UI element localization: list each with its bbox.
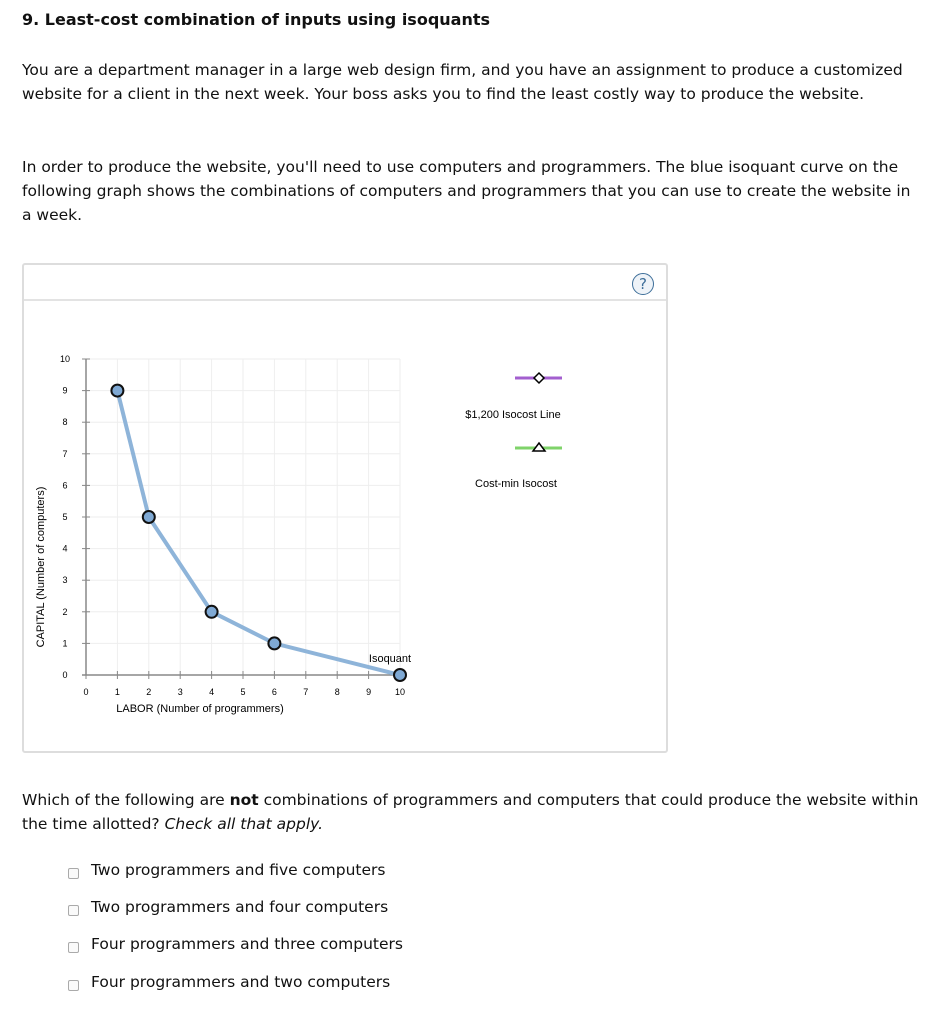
y-axis-label: CAPITAL (Number of computers) [35,487,47,648]
triangle-marker-icon [531,441,547,452]
y-tick-label: 1 [62,638,67,648]
x-tick-label: 6 [272,687,277,697]
y-tick-label: 8 [62,417,67,427]
question-title: 9. Least-cost combination of inputs usin… [22,10,491,29]
panel-header-divider [24,299,666,301]
isoquant-point [267,636,282,651]
diamond-marker-icon [532,371,546,385]
checkbox[interactable] [68,941,79,953]
option-3[interactable]: Four programmers and three computers [68,935,403,953]
y-tick-label: 5 [62,512,67,522]
isoquant-point [141,510,156,524]
legend-label-costmin: Cost-min Isocost [475,478,557,490]
option-1[interactable]: Two programmers and five computers [68,861,385,879]
checkbox[interactable] [68,979,79,991]
isoquant-point [393,668,407,682]
isoquant-point [204,604,219,619]
help-icon[interactable]: ? [632,273,654,295]
x-axis-label: LABOR (Number of programmers) [116,703,284,715]
x-tick-label: 3 [178,687,183,697]
x-tick-label: 2 [146,687,151,697]
x-tick-label: 8 [335,687,340,697]
x-tick-label: 9 [366,687,371,697]
y-tick-label: 2 [62,607,67,617]
y-tick-label: 0 [62,670,67,680]
x-tick-label: 5 [240,687,245,697]
x-tick-label: 7 [303,687,308,697]
checkbox[interactable] [68,904,79,916]
y-tick-label: 4 [62,544,67,554]
y-tick-label: 10 [60,354,70,364]
x-tick-label: 1 [115,687,120,697]
question-text: Which of the following are not combinati… [22,791,919,833]
x-tick-label: 4 [209,687,214,697]
graph-panel: ? [22,263,668,753]
intro-paragraph: You are a department manager in a large … [22,61,903,103]
y-tick-label: 7 [62,449,67,459]
x-tick-label: 0 [83,687,88,697]
context-paragraph: In order to produce the website, you'll … [22,158,911,224]
legend-label-isocost: $1,200 Isocost Line [465,409,560,421]
isoquant-point [110,383,125,398]
option-2[interactable]: Two programmers and four computers [68,898,388,916]
checkbox[interactable] [68,867,79,879]
y-tick-label: 9 [62,386,67,396]
option-4[interactable]: Four programmers and two computers [68,973,390,991]
series-label: Isoquant [369,653,411,665]
y-tick-label: 6 [62,480,67,490]
isoquant-line [115,390,401,677]
x-tick-label: 10 [395,687,405,697]
y-tick-label: 3 [62,575,67,585]
